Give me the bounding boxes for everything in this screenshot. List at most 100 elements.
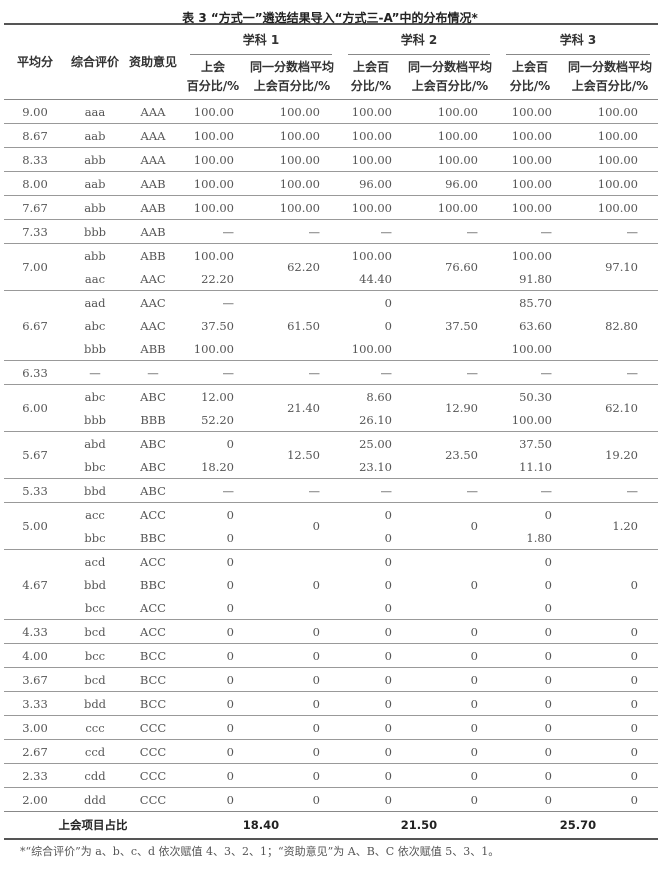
score-cell: 7.00	[4, 243, 66, 291]
opinion-cell: ABB	[124, 243, 182, 267]
rate-cell-subject-3: 0	[544, 600, 552, 615]
table-row: bbc ABC 18.20 23.10 11.10	[4, 455, 658, 479]
score-cell: 4.33	[4, 619, 66, 644]
score-cell: 3.00	[4, 715, 66, 740]
eval-cell: acd	[66, 549, 124, 573]
eval-cell: abb	[66, 195, 124, 220]
rate-cell-subject-3: 0	[498, 643, 562, 668]
eval-cell: bcc	[66, 643, 124, 668]
rate-cell-subject-2: 0	[340, 502, 402, 526]
rate-cell-subject-1: —	[182, 478, 244, 503]
avg-cell-subject-1: 0	[244, 502, 340, 550]
avg-cell-subject-1: 0	[244, 715, 340, 740]
header-eval: 综合评价	[66, 23, 124, 100]
rate-cell-subject-3: 0	[498, 739, 562, 764]
avg-cell-subject-1: 100.00	[244, 147, 340, 172]
rate-cell-subject-3: 100.00	[511, 341, 552, 356]
table-row: bbb BBB 52.20 26.10 100.00	[4, 408, 658, 432]
rate-cell-subject-2: 100.00	[351, 341, 392, 356]
score-cell: 5.00	[4, 502, 66, 550]
table-row: 2.00 ddd CCC 0 0 0 0 0 0	[4, 787, 658, 812]
table-row: 8.33 abb AAA 100.00 100.00 100.00 100.00 100.00…	[4, 147, 658, 172]
rate-cell-subject-2: 0	[340, 667, 402, 692]
avg-cell-subject-2: 0	[402, 691, 498, 716]
opinion-cell: AAA	[140, 104, 166, 119]
rate-cell-subject-3: 91.80	[519, 271, 552, 286]
score-cell: 6.00	[4, 384, 66, 432]
rate-cell-subject-2: —	[340, 478, 402, 503]
table-row: 4.00 bcc BCC 0 0 0 0 0 0	[4, 643, 658, 668]
table-row: 2.67 ccd CCC 0 0 0 0 0 0	[4, 739, 658, 764]
avg-cell-subject-3: 100.00	[597, 104, 638, 119]
opinion-cell: BCC	[124, 643, 182, 668]
avg-cell-subject-2: 0	[402, 667, 498, 692]
opinion-cell: AAC	[140, 318, 166, 333]
rate-cell-subject-1: —	[182, 360, 244, 385]
avg-cell-subject-2: —	[402, 478, 498, 503]
rate-cell-subject-2: 44.40	[359, 271, 392, 286]
rate-cell-subject-1: 0	[182, 549, 244, 573]
table-row: bbd BBC 0 0 0	[4, 573, 658, 596]
distribution-table: 平均分 综合评价 资助意见 学科 1 学科 2 学科 3 上会 百分比/% 同一分…	[4, 23, 658, 840]
table-row: 3.67 bcd BCC 0 0 0 0 0 0	[4, 667, 658, 692]
eval-cell: aaa	[84, 104, 106, 119]
avg-cell-subject-1: —	[244, 360, 340, 385]
score-cell: 4.00	[4, 643, 66, 668]
table-row: 7.00 abb ABB 100.00 62.20 100.00 76.60 100.00 97…	[4, 243, 658, 291]
rate-cell-subject-1: 100.00	[193, 104, 234, 119]
table-row: abc AAC 37.50 0 63.60	[4, 314, 658, 337]
opinion-cell: CCC	[124, 787, 182, 812]
rate-cell-subject-3: —	[498, 219, 562, 244]
eval-cell: bcd	[66, 619, 124, 644]
rate-cell-subject-3: 100.00	[498, 123, 562, 148]
table-footnote: *“综合评价”为 a、b、c、d 依次赋值 4、3、2、1；“资助意见”为 A、…	[20, 845, 500, 858]
table-caption: 表 3 “方式一”遴选结果导入“方式三-A”中的分布情况*	[182, 11, 478, 25]
avg-cell-subject-3: —	[562, 219, 658, 244]
opinion-cell: AAA	[124, 147, 182, 172]
avg-cell-subject-2: —	[402, 360, 498, 385]
rate-cell-subject-1: —	[182, 290, 244, 314]
rate-cell-subject-1: 0	[182, 502, 244, 526]
summary-subject-3: 25.70	[498, 811, 658, 840]
rate-cell-subject-3: 0	[498, 549, 562, 573]
rate-cell-subject-1: 0	[182, 431, 244, 455]
eval-cell: aac	[84, 271, 106, 286]
rate-cell-subject-3: 0	[498, 787, 562, 812]
opinion-cell: ABC	[124, 431, 182, 455]
table-row: bcc ACC 0 0 0	[4, 596, 658, 620]
rate-cell-subject-1: 100.00	[193, 341, 234, 356]
avg-cell-subject-3: 0	[562, 739, 658, 764]
avg-cell-subject-2: 0	[402, 763, 498, 788]
avg-cell-subject-2: 0	[402, 739, 498, 764]
eval-cell: abc	[84, 318, 106, 333]
opinion-cell: AAB	[124, 219, 182, 244]
rate-cell-subject-3: 11.10	[519, 459, 552, 474]
avg-cell-subject-2: 0	[402, 502, 498, 550]
rate-cell-subject-1: 0	[182, 715, 244, 740]
opinion-cell: CCC	[124, 763, 182, 788]
summary-subject-2: 21.50	[340, 811, 498, 840]
avg-cell-subject-1: 100.00	[244, 195, 340, 220]
rate-cell-subject-2: 0	[384, 600, 392, 615]
score-cell: 8.67	[4, 123, 66, 148]
avg-cell-subject-1: 100.00	[244, 171, 340, 196]
rate-cell-subject-3: 0	[498, 763, 562, 788]
eval-cell: aad	[66, 290, 124, 314]
avg-cell-subject-3: 19.20	[562, 431, 658, 479]
rate-cell-subject-2: 100.00	[351, 104, 392, 119]
rate-cell-subject-1: 0	[226, 577, 234, 592]
avg-cell-subject-1: 62.20	[244, 243, 340, 291]
table-row: 7.33 bbb AAB — — — — — —	[4, 219, 658, 244]
avg-cell-subject-1: —	[244, 478, 340, 503]
score-cell: 7.33	[4, 219, 66, 244]
table-row: 5.33 bbd ABC — — — — — —	[4, 478, 658, 503]
table-row: bbb ABB 100.00 100.00 100.00	[4, 337, 658, 361]
avg-cell-subject-2: 0	[402, 715, 498, 740]
opinion-cell: BBB	[140, 412, 166, 427]
rate-cell-subject-3: 100.00	[498, 243, 562, 267]
eval-cell: bbd	[66, 478, 124, 503]
rate-cell-subject-3: 0	[498, 715, 562, 740]
score-cell: 3.67	[4, 667, 66, 692]
avg-cell-subject-1: 0	[244, 691, 340, 716]
rate-cell-subject-3: 63.60	[519, 318, 552, 333]
